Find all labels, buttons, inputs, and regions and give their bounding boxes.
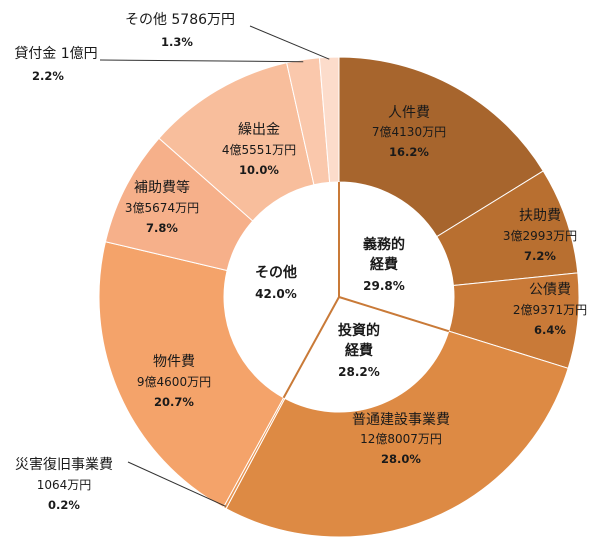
label-sonota-inner-percent: 42.0% (255, 287, 297, 301)
inner-divider-1 (338, 296, 450, 333)
label-bukkenhi-percent: 20.7% (154, 395, 194, 409)
label-kuridashi: 繰出金 4億5551万円 10.0% (222, 122, 296, 177)
label-toshiteki-line1: 投資的 (338, 322, 380, 339)
leader-saigai-fukkyu (127, 461, 226, 507)
label-futsu-kensetsu: 普通建設事業費 12億8007万円 28.0% (352, 412, 450, 466)
label-kashitsuke: 貸付金 1億円 2.2% (14, 46, 97, 83)
inner-divider-2 (282, 296, 340, 399)
label-sonota-inner-name: その他 (255, 264, 297, 281)
label-gimuteki-percent: 29.8% (363, 279, 405, 293)
label-gimuteki-line1: 義務的 (363, 236, 405, 253)
label-gimuteki-line2: 経費 (370, 256, 398, 273)
label-hojohi-name: 補助費等 (134, 179, 190, 196)
label-saigai-fukkyu-name: 災害復旧事業費 (15, 456, 113, 473)
label-sonota-outer-name: その他 5786万円 (125, 12, 235, 28)
label-hojohi-amount: 3億5674万円 (125, 201, 199, 215)
label-fujohi-name: 扶助費 (519, 208, 561, 224)
label-kosaihi-percent: 6.4% (534, 323, 566, 337)
label-futsu-kensetsu-percent: 28.0% (381, 452, 421, 466)
label-jinkenhi-percent: 16.2% (389, 145, 429, 159)
label-bukkenhi: 物件費 9億4600万円 20.7% (137, 354, 211, 409)
label-gimuteki: 義務的 経費 29.8% (363, 236, 405, 293)
label-kashitsuke-percent: 2.2% (32, 69, 64, 83)
label-kuridashi-amount: 4億5551万円 (222, 143, 296, 157)
label-jinkenhi-amount: 7億4130万円 (372, 125, 446, 139)
label-toshiteki-percent: 28.2% (338, 365, 380, 379)
label-futsu-kensetsu-name: 普通建設事業費 (352, 412, 450, 428)
label-saigai-fukkyu: 災害復旧事業費 1064万円 0.2% (15, 456, 113, 512)
leader-kashitsuke (99, 59, 304, 63)
label-kosaihi-amount: 2億9371万円 (513, 303, 587, 317)
label-fujohi: 扶助費 3億2993万円 7.2% (503, 208, 577, 263)
leader-lines-layer (99, 25, 330, 507)
slices-layer (98, 56, 580, 538)
label-kuridashi-name: 繰出金 (238, 122, 280, 138)
label-kashitsuke-name: 貸付金 1億円 (14, 46, 97, 62)
label-kosaihi: 公債費 2億9371万円 6.4% (513, 282, 587, 337)
label-bukkenhi-amount: 9億4600万円 (137, 375, 211, 389)
label-hojohi-percent: 7.8% (146, 221, 178, 235)
label-saigai-fukkyu-amount: 1064万円 (37, 478, 92, 492)
label-sonota-inner: その他 42.0% (255, 264, 297, 301)
label-jinkenhi-name: 人件費 (388, 105, 430, 121)
label-futsu-kensetsu-amount: 12億8007万円 (360, 432, 442, 446)
label-toshiteki: 投資的 経費 28.2% (338, 322, 380, 379)
label-toshiteki-line2: 経費 (345, 342, 373, 359)
label-sonota-outer-percent: 1.3% (161, 35, 193, 49)
label-sonota-outer: その他 5786万円 1.3% (125, 12, 235, 49)
label-fujohi-amount: 3億2993万円 (503, 229, 577, 243)
label-bukkenhi-name: 物件費 (153, 354, 195, 370)
leader-sonota-outer (249, 25, 330, 60)
label-hojohi: 補助費等 3億5674万円 7.8% (125, 179, 199, 235)
label-kosaihi-name: 公債費 (529, 282, 571, 298)
label-saigai-fukkyu-percent: 0.2% (48, 498, 80, 512)
label-fujohi-percent: 7.2% (524, 249, 556, 263)
label-jinkenhi: 人件費 7億4130万円 16.2% (372, 105, 446, 159)
label-kuridashi-percent: 10.0% (239, 163, 279, 177)
